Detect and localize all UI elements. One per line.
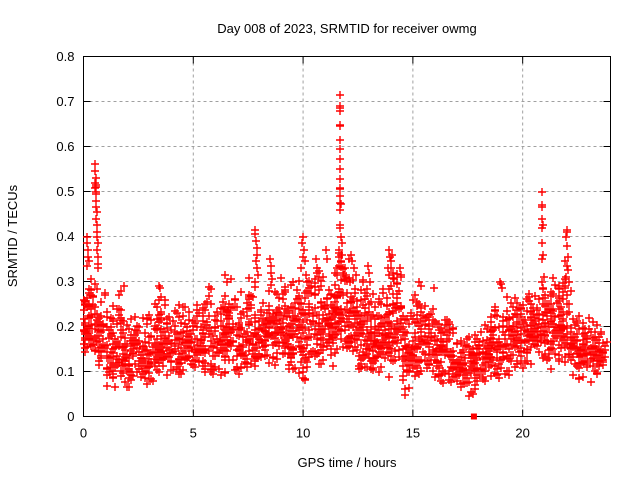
scatter-plus-markers (80, 91, 611, 400)
flagged-square-point (470, 413, 477, 420)
x-axis-label: GPS time / hours (298, 455, 397, 470)
x-tick-label: 0 (80, 426, 87, 441)
y-tick-label: 0.1 (56, 364, 74, 379)
y-tick-label: 0 (67, 409, 74, 424)
y-tick-label: 0.4 (56, 229, 74, 244)
x-tick-label: 20 (515, 426, 529, 441)
square-marker (470, 413, 477, 420)
tick-labels: 0 5 10 15 20 0 0.1 0.2 0.3 0.4 0.5 0.6 0.7 0.8 (56, 49, 529, 441)
x-tick-label: 15 (406, 426, 420, 441)
y-tick-label: 0.7 (56, 94, 74, 109)
chart-title: Day 008 of 2023, SRMTID for receiver owm… (217, 21, 476, 36)
y-axis-label: SRMTID / TECUs (5, 184, 20, 287)
y-tick-label: 0.5 (56, 184, 74, 199)
y-tick-label: 0.2 (56, 319, 74, 334)
scatter-points (80, 91, 611, 400)
y-tick-label: 0.3 (56, 274, 74, 289)
y-tick-label: 0.6 (56, 139, 74, 154)
y-tick-label: 0.8 (56, 49, 74, 64)
x-tick-label: 5 (190, 426, 197, 441)
x-tick-label: 10 (296, 426, 310, 441)
